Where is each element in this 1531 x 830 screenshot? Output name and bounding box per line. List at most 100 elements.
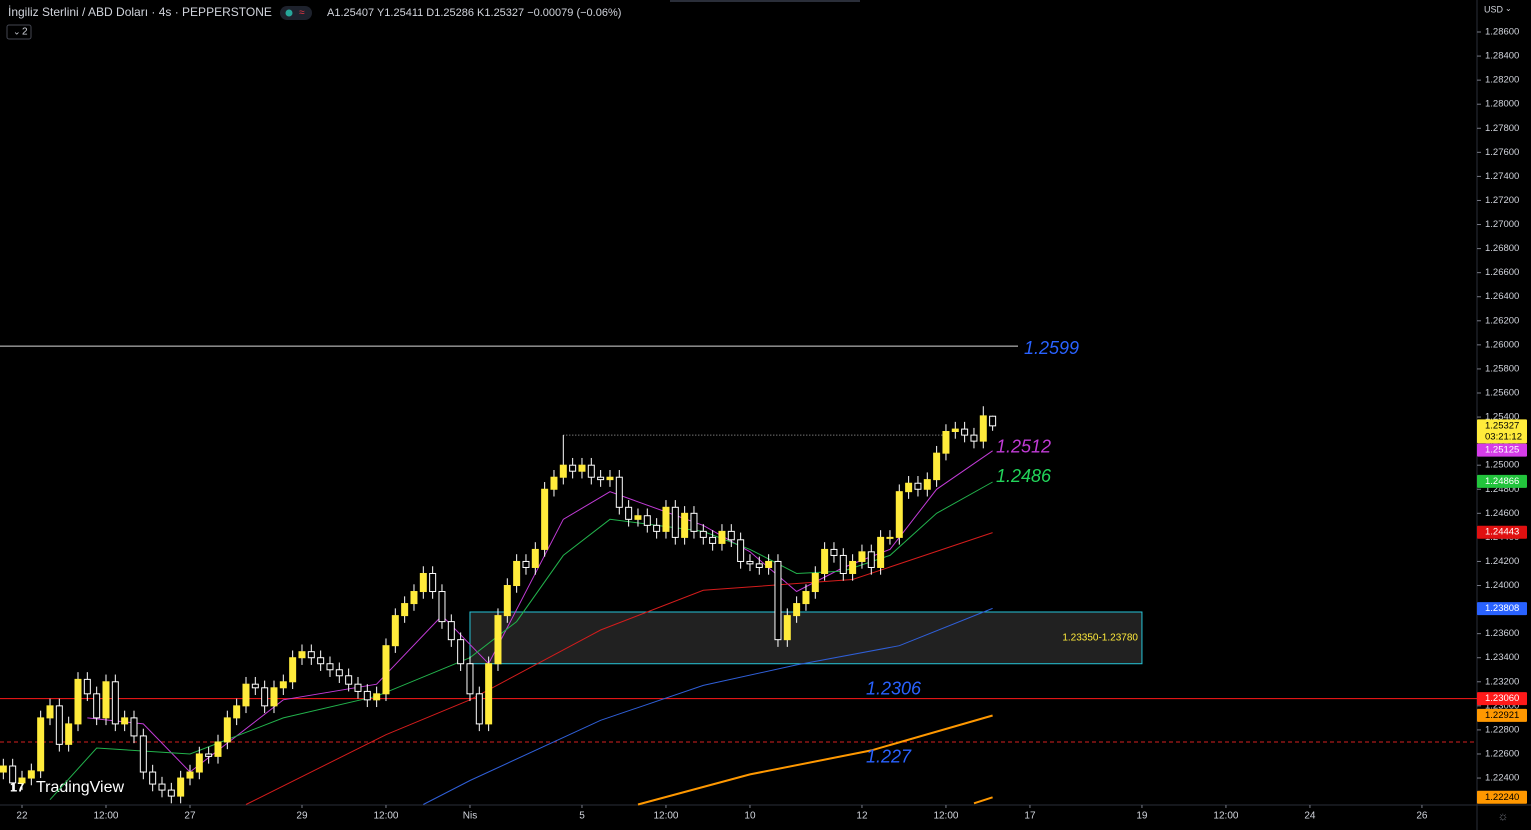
candle-body bbox=[9, 765, 17, 784]
candle-body bbox=[37, 717, 45, 772]
candle-body bbox=[46, 705, 54, 719]
x-tick-label: 17 bbox=[1024, 811, 1036, 822]
candle-body bbox=[867, 551, 875, 568]
y-tick-label: 1.23200 bbox=[1485, 676, 1519, 687]
indicator-toggle[interactable] bbox=[6, 24, 32, 40]
candle-body bbox=[559, 464, 567, 478]
chevron: ⌄ bbox=[13, 26, 21, 36]
y-tick-label: 1.27000 bbox=[1485, 219, 1519, 230]
candle-body bbox=[335, 669, 343, 677]
y-tick-label: 1.27600 bbox=[1485, 147, 1519, 158]
moving-average bbox=[49, 481, 993, 801]
price-badge-label: 1.22921 bbox=[1485, 710, 1519, 721]
candle-body bbox=[18, 777, 26, 784]
candle-body bbox=[755, 563, 763, 568]
candle-body bbox=[419, 572, 427, 593]
y-tick-label: 1.27200 bbox=[1485, 195, 1519, 206]
candle-body bbox=[550, 476, 558, 490]
y-tick-label: 1.22800 bbox=[1485, 724, 1519, 735]
candle-body bbox=[774, 560, 782, 641]
candle-body bbox=[821, 548, 829, 574]
currency-chevron: ⌄ bbox=[1505, 4, 1512, 13]
zone bbox=[469, 611, 1143, 665]
x-tick-label: 27 bbox=[184, 811, 196, 822]
y-tick-label: 1.26000 bbox=[1485, 339, 1519, 350]
annotation: 1.2599 bbox=[1024, 338, 1079, 358]
candle-body bbox=[653, 524, 661, 532]
top-handle bbox=[670, 0, 860, 2]
candle-body bbox=[279, 681, 287, 689]
price-badge-label: 1.23060 bbox=[1485, 693, 1519, 704]
candle-body bbox=[858, 551, 866, 562]
y-tick-label: 1.23400 bbox=[1485, 652, 1519, 663]
candle-body bbox=[699, 530, 707, 538]
candle-body bbox=[942, 430, 950, 454]
candle-body bbox=[382, 645, 390, 695]
candle-body bbox=[989, 415, 997, 427]
candle-body bbox=[354, 683, 362, 692]
candle-body bbox=[961, 428, 969, 436]
y-tick-label: 1.24600 bbox=[1485, 508, 1519, 519]
candle-body bbox=[205, 753, 213, 757]
candle-body bbox=[214, 741, 222, 757]
x-tick-label: 12:00 bbox=[93, 811, 118, 822]
price-badge bbox=[1477, 419, 1527, 444]
candle-body bbox=[737, 539, 745, 562]
moving-average bbox=[423, 607, 993, 805]
x-tick-label: 10 bbox=[744, 811, 756, 822]
candle-body bbox=[746, 560, 754, 565]
x-tick-label: 12:00 bbox=[1213, 811, 1238, 822]
candle-body bbox=[811, 572, 819, 593]
candle-body bbox=[83, 678, 91, 695]
candle-body bbox=[923, 479, 931, 490]
candle-body bbox=[886, 536, 894, 539]
y-tick-label: 1.28400 bbox=[1485, 51, 1519, 62]
candle-body bbox=[186, 771, 194, 779]
candle-body bbox=[429, 572, 437, 593]
y-tick-label: 1.22600 bbox=[1485, 748, 1519, 759]
candle-body bbox=[289, 657, 297, 683]
candle-body bbox=[979, 415, 987, 442]
candle-body bbox=[513, 560, 521, 587]
x-tick-label: 22 bbox=[16, 811, 28, 822]
candle-body bbox=[662, 506, 670, 532]
candle-body bbox=[681, 512, 689, 538]
price-badge-label: 1.24866 bbox=[1485, 476, 1519, 487]
ohlc-values: A1.25407 Y1.25411 D1.25286 K1.25327 −0.0… bbox=[327, 7, 621, 19]
currency-select[interactable]: USD bbox=[1484, 4, 1504, 14]
y-tick-label: 1.26400 bbox=[1485, 291, 1519, 302]
price-badge-label: 1.25327 bbox=[1485, 420, 1519, 431]
candle-body bbox=[569, 464, 577, 472]
y-tick-label: 1.26600 bbox=[1485, 267, 1519, 278]
settings-icon[interactable]: ☼ bbox=[1498, 809, 1509, 823]
candle-body bbox=[597, 476, 605, 481]
symbol-title[interactable]: İngiliz Sterlini / ABD Doları · 4s · PEP… bbox=[8, 5, 272, 19]
candle-body bbox=[625, 506, 633, 520]
candle-body bbox=[531, 548, 539, 568]
y-tick-label: 1.23000 bbox=[1485, 700, 1519, 711]
candle-body bbox=[102, 681, 110, 719]
candle-body bbox=[298, 651, 306, 659]
x-tick-label: 12:00 bbox=[373, 811, 398, 822]
status-pill[interactable] bbox=[280, 6, 312, 20]
candle-body bbox=[261, 687, 269, 707]
axes: 1.22400 1.22600 1.22800 1.23000 1.23200 1.234… bbox=[16, 27, 1527, 822]
countdown: 03:21:12 bbox=[1485, 431, 1522, 442]
candle-body bbox=[177, 777, 185, 797]
candle-body bbox=[139, 735, 147, 773]
candle-body bbox=[233, 705, 241, 719]
candle-body bbox=[74, 678, 82, 725]
candle-body bbox=[541, 488, 549, 550]
candle-body bbox=[765, 560, 773, 568]
x-tick-label: 12 bbox=[856, 811, 868, 822]
status-icon: ≈ bbox=[299, 8, 305, 19]
y-tick-label: 1.24200 bbox=[1485, 556, 1519, 567]
y-tick-label: 1.23600 bbox=[1485, 628, 1519, 639]
y-tick-label: 1.25000 bbox=[1485, 460, 1519, 471]
candle-body bbox=[970, 434, 978, 442]
candle-body bbox=[326, 663, 334, 671]
candle-body bbox=[830, 548, 838, 556]
price-badge-label: 1.25125 bbox=[1485, 445, 1519, 456]
candle-body bbox=[475, 693, 483, 725]
